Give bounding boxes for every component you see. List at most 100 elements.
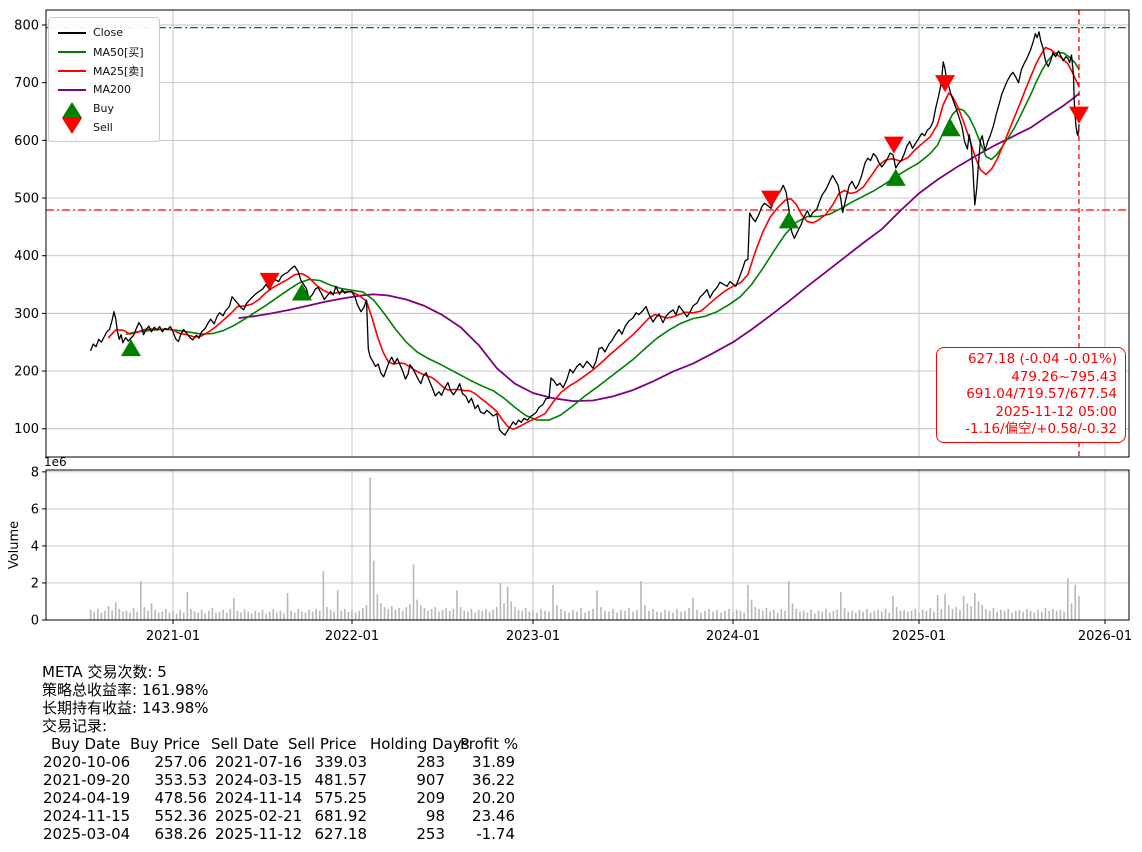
legend-item-buy: Buy <box>57 99 151 118</box>
trade-cell: 638.26 <box>154 825 208 843</box>
legend-item-ma200: MA200 <box>57 80 151 99</box>
ma25-line <box>107 46 1080 431</box>
volume-tick-label: 2 <box>31 576 39 591</box>
price-tick-label: 700 <box>14 76 39 91</box>
sell-marker <box>1068 106 1089 124</box>
trade-row: 2020-10-06 257.06 2021-07-16 339.03 283 31.89 <box>0 753 700 771</box>
price-tick-label: 400 <box>14 249 39 264</box>
volume-panel-frame <box>45 469 1130 621</box>
close-line-swatch-icon <box>57 31 87 34</box>
legend-label: Sell <box>93 121 113 134</box>
col-buy-date: Buy Date <box>51 735 121 753</box>
buy-marker <box>291 283 312 301</box>
ma200-line-swatch-icon <box>57 88 87 91</box>
trade-cell: 478.56 <box>154 789 208 807</box>
ma200-line <box>238 92 1080 403</box>
price-tick-label: 500 <box>14 192 39 207</box>
x-tick-label: 2024-01 <box>706 629 760 644</box>
price-tick-label: 100 <box>14 422 39 437</box>
sell-triangle-icon <box>57 118 87 134</box>
x-tick-label: 2026-01 <box>1078 629 1132 644</box>
trade-row: 2025-03-04 638.26 2025-11-12 627.18 253 -1.74 <box>0 825 700 843</box>
trade-cell: 552.36 <box>154 807 208 825</box>
buy-marker <box>940 119 961 137</box>
col-buy-price: Buy Price <box>130 735 201 753</box>
trade-cell: 257.06 <box>154 753 208 771</box>
strategy-stats: META 交易次数: 5 策略总收益率: 161.98% 长期持有收益: 143… <box>0 663 700 843</box>
price-tick-label: 600 <box>14 134 39 149</box>
price-tick-label: 200 <box>14 365 39 380</box>
sell-marker <box>259 272 280 290</box>
legend-label: MA200 <box>93 83 132 96</box>
annotation-signal: -1.16/偏空/+0.58/-0.32 <box>965 421 1117 437</box>
legend-label: Buy <box>93 102 115 115</box>
chart-legend: Close MA50[买] MA25[卖] MA200 Buy Sell <box>48 17 160 142</box>
trade-cell: 2024-11-14 <box>215 789 303 807</box>
trade-cell: 481.57 <box>314 771 368 789</box>
col-profit: Profit % <box>460 735 519 753</box>
buy-marker <box>778 211 799 229</box>
sell-marker <box>761 190 782 208</box>
trade-cell: 2025-02-21 <box>215 807 303 825</box>
volume-tick-label: 4 <box>31 539 39 554</box>
annotation-datetime: 2025-11-12 05:00 <box>995 403 1117 420</box>
volume-axis-title: Volume <box>7 521 22 569</box>
volume-tick-label: 6 <box>31 502 39 517</box>
trade-cell: 283 <box>416 753 445 771</box>
ma25-line-swatch-icon <box>57 69 87 72</box>
col-holding-days: Holding Days <box>370 735 470 753</box>
trade-cell: 2024-04-19 <box>43 789 131 807</box>
price-volume-chart: 100 200 300 400 500 600 700 800 0 2 4 6 8 2021-01 2022… <box>7 9 1132 644</box>
stat-trade-count: META 交易次数: 5 <box>42 663 167 681</box>
trade-cell: 36.22 <box>472 771 515 789</box>
buy-marker <box>120 339 141 357</box>
price-tick-label: 800 <box>14 18 39 33</box>
volume-tick-label: 0 <box>31 614 39 629</box>
annotation-range: 479.26~795.43 <box>1011 368 1117 385</box>
trade-cell: 2020-10-06 <box>43 753 131 771</box>
legend-label: MA25[卖] <box>93 64 144 78</box>
trades-header-row: Buy Date Buy Price Sell Date Sell Price … <box>0 735 700 753</box>
trade-cell: 2021-09-20 <box>43 771 131 789</box>
trade-cell: 627.18 <box>314 825 368 843</box>
trade-cell: 31.89 <box>472 753 515 771</box>
trade-cell: 98 <box>425 807 445 825</box>
trade-row: 2021-09-20 353.53 2024-03-15 481.57 907 36.22 <box>0 771 700 789</box>
legend-item-ma25: MA25[卖] <box>57 61 151 80</box>
trade-cell: 339.03 <box>314 753 368 771</box>
trade-cell: 2025-03-04 <box>43 825 131 843</box>
trade-cell: -1.74 <box>476 825 515 843</box>
stat-trades-title: 交易记录: <box>42 717 108 735</box>
trade-cell: 209 <box>416 789 445 807</box>
stat-strategy-return: 策略总收益率: 161.98% <box>42 681 209 699</box>
trade-cell: 2024-03-15 <box>215 771 303 789</box>
buy-triangle-icon <box>57 102 87 118</box>
trades-body: 2020-10-06 257.06 2021-07-16 339.03 283 31.89… <box>0 753 700 843</box>
trade-cell: 23.46 <box>472 807 515 825</box>
price-panel-frame <box>45 9 1130 458</box>
trade-cell: 2025-11-12 <box>215 825 303 843</box>
trade-cell: 353.53 <box>154 771 208 789</box>
trade-cell: 2021-07-16 <box>215 753 303 771</box>
legend-label: MA50[买] <box>93 45 144 59</box>
trade-cell: 253 <box>416 825 445 843</box>
trade-cell: 907 <box>416 771 445 789</box>
x-tick-label: 2021-01 <box>146 629 200 644</box>
price-annotation-box: 627.18 (-0.04 -0.01%) 479.26~795.43 691.… <box>936 347 1126 443</box>
stat-buyhold-return: 长期持有收益: 143.98% <box>42 699 209 717</box>
legend-item-sell: Sell <box>57 118 151 137</box>
price-tick-label: 300 <box>14 307 39 322</box>
x-tick-label: 2025-01 <box>892 629 946 644</box>
trade-cell: 2024-11-15 <box>43 807 131 825</box>
volume-axis-offset-label: 1e6 <box>44 455 67 469</box>
legend-item-ma50: MA50[买] <box>57 42 151 61</box>
buy-marker <box>885 168 906 186</box>
col-sell-price: Sell Price <box>288 735 357 753</box>
annotation-ma-values: 691.04/719.57/677.54 <box>966 386 1117 402</box>
legend-item-close: Close <box>57 23 151 42</box>
x-tick-label: 2022-01 <box>325 629 379 644</box>
sell-marker <box>935 75 956 93</box>
trade-cell: 575.25 <box>314 789 368 807</box>
annotation-price-change: 627.18 (-0.04 -0.01%) <box>967 351 1117 367</box>
